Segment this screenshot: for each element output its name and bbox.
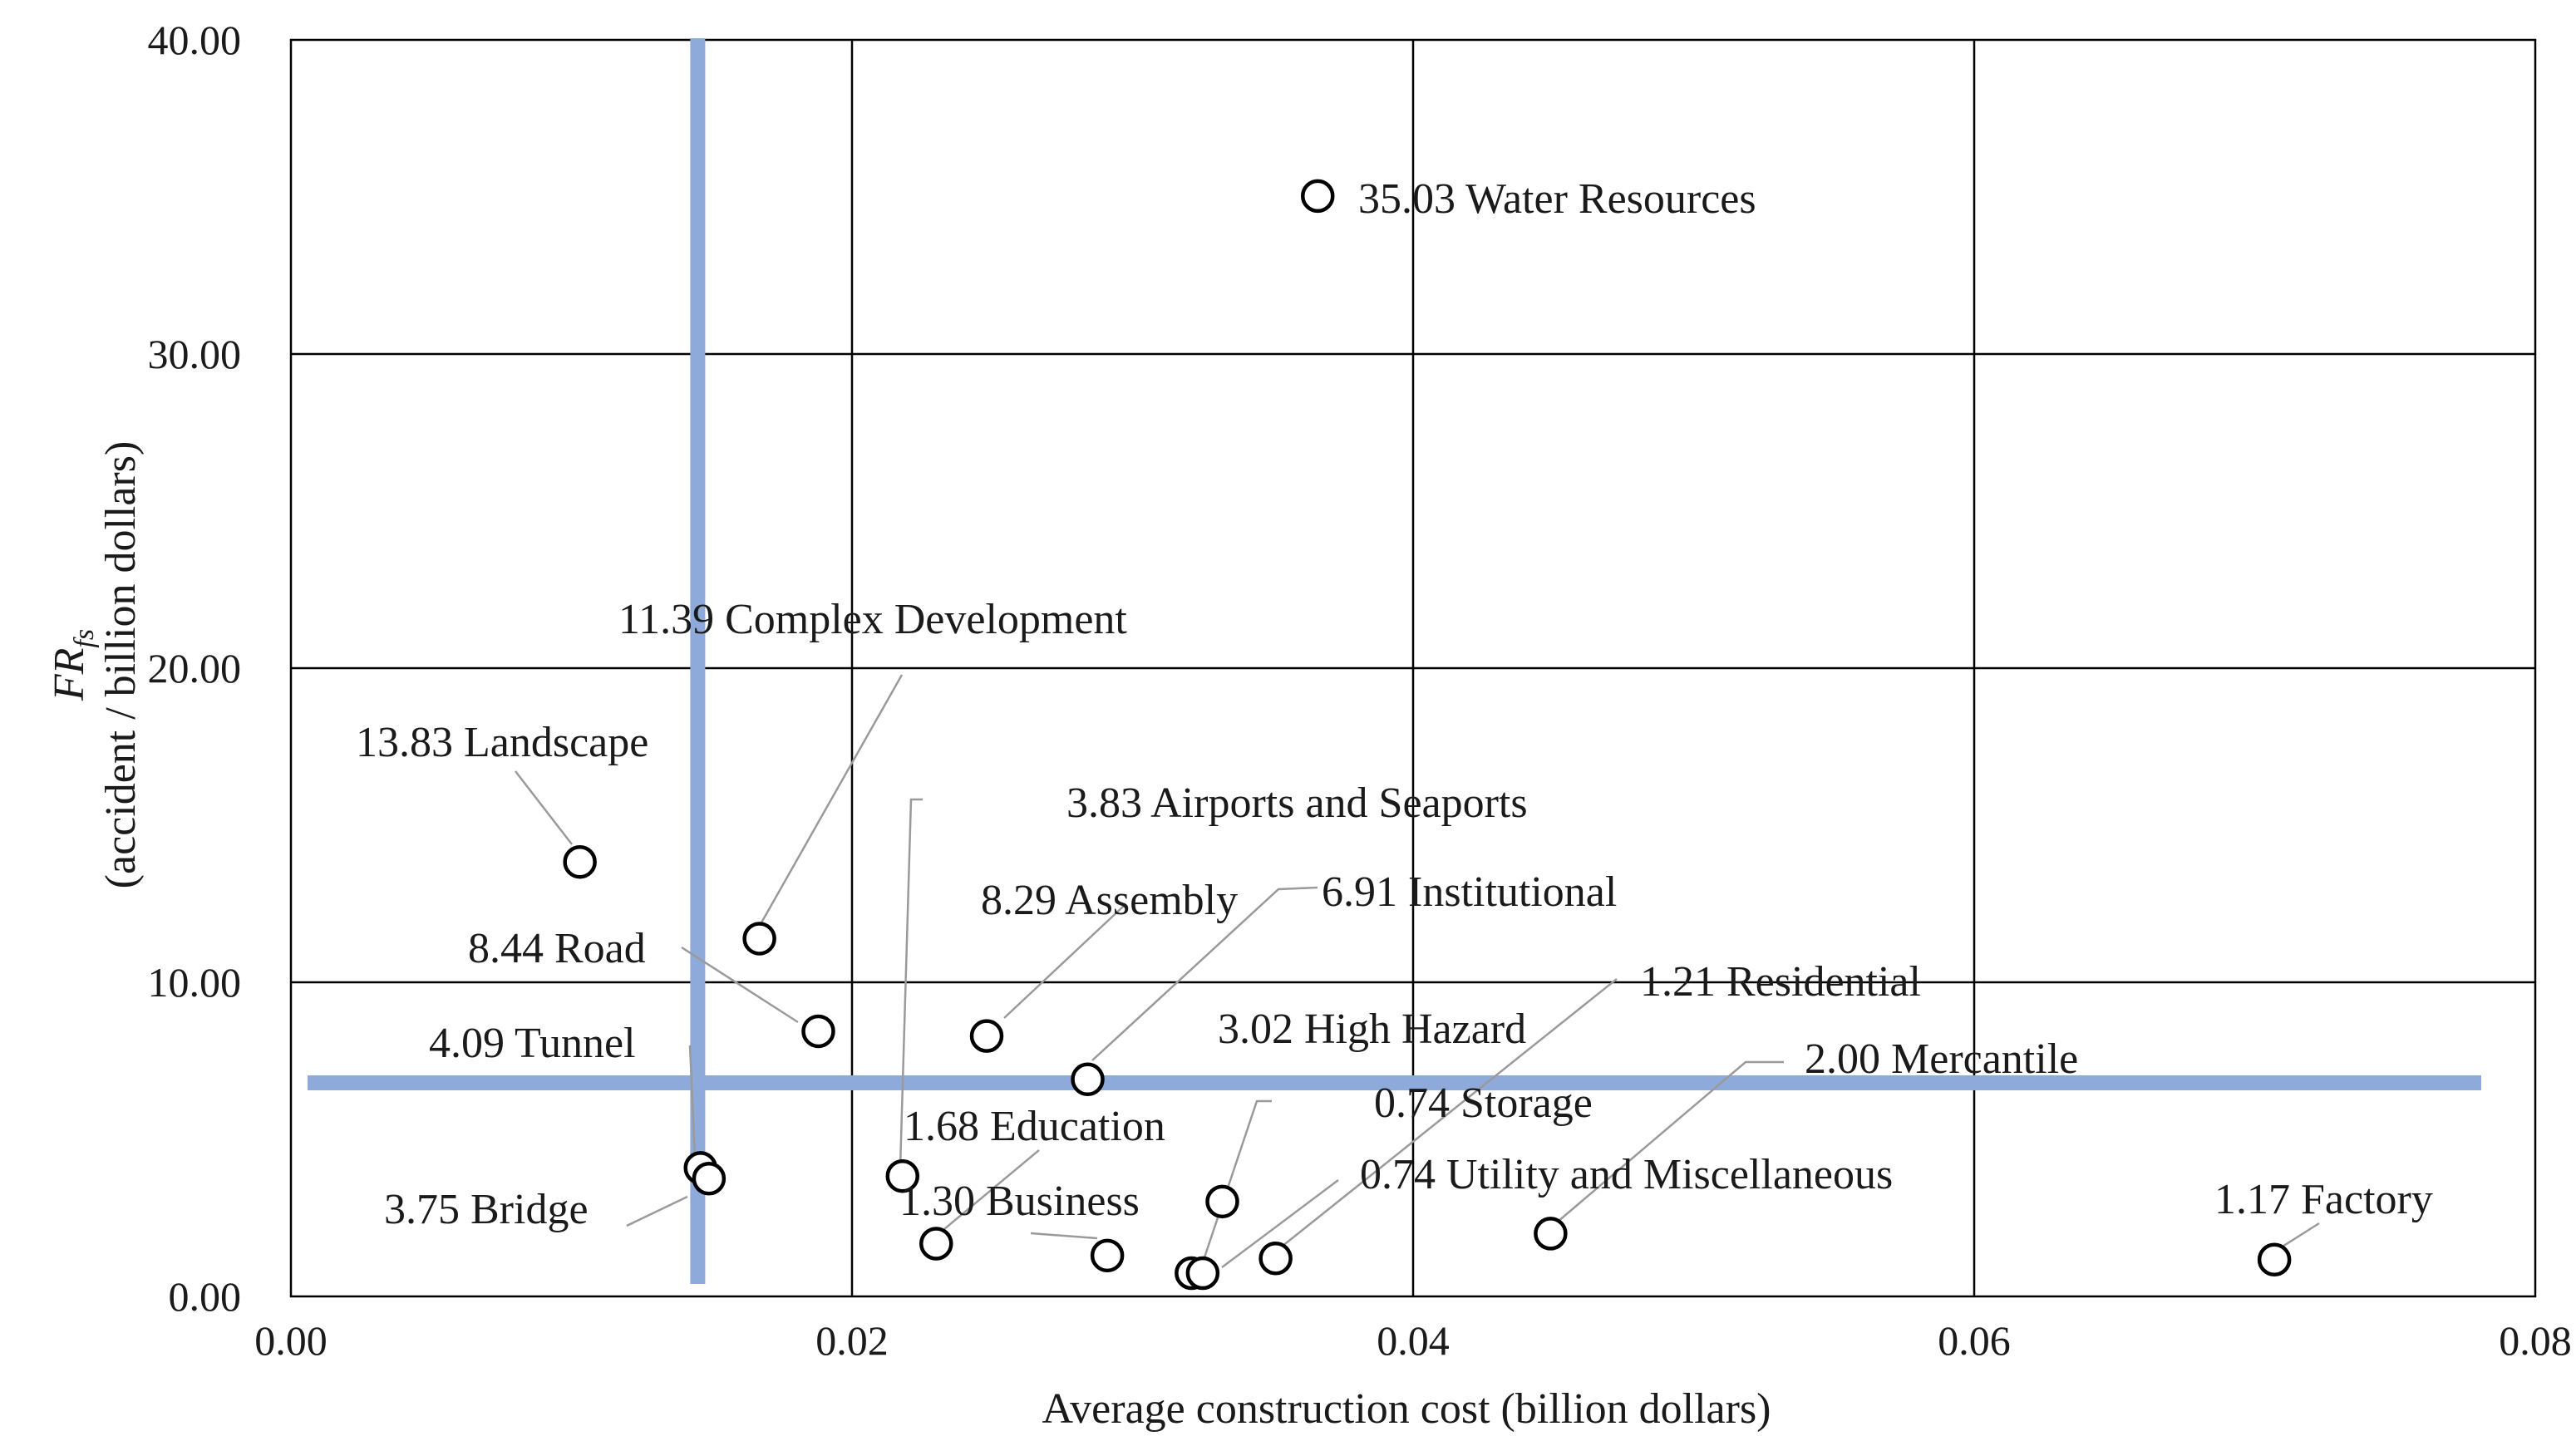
leader-line [1091, 886, 1318, 1061]
tick-labels: 0.00 0.02 0.04 0.06 0.08 0.00 10.00 20.00 30.00 4… [148, 17, 2572, 1364]
data-point [1205, 1184, 1239, 1219]
leader-lines [515, 674, 2320, 1268]
data-point [692, 1162, 727, 1196]
leader-line [938, 1149, 1040, 1234]
leader-line [681, 946, 799, 1024]
data-label: 4.09 Tunnel [429, 1020, 636, 1067]
data-point [1258, 1242, 1293, 1276]
x-axis-label: Average construction cost (billion dolla… [1042, 1385, 1771, 1433]
y-axis-label-sub: fs [69, 629, 100, 648]
x-tick-label: 0.00 [254, 1317, 328, 1364]
data-point [801, 1014, 835, 1049]
data-label: 13.83 Landscape [356, 719, 648, 766]
data-point [1185, 1256, 1220, 1291]
data-point [742, 922, 776, 956]
data-label: 8.29 Assembly [981, 877, 1238, 924]
leader-line [1030, 1232, 1098, 1240]
y-tick-label: 0.00 [169, 1273, 242, 1320]
y-tick-label: 20.00 [148, 645, 242, 691]
data-point [1090, 1238, 1125, 1273]
data-point [885, 1158, 919, 1193]
x-tick-label: 0.04 [1377, 1317, 1450, 1364]
data-label: 6.91 Institutional [1322, 868, 1617, 916]
y-tick-label: 10.00 [148, 959, 242, 1006]
data-label: 1.17 Factory [2214, 1176, 2433, 1223]
leader-line [1221, 1179, 1339, 1268]
data-label: 8.44 Road [468, 925, 646, 972]
data-point [563, 844, 597, 879]
y-tick-label: 30.00 [148, 331, 242, 377]
x-tick-label: 0.08 [2499, 1317, 2572, 1364]
data-label: 0.74 Storage [1374, 1080, 1593, 1127]
leader-line [515, 770, 573, 845]
data-label: 11.39 Complex Development [618, 596, 1127, 643]
data-point [1071, 1062, 1105, 1097]
data-label: 1.68 Education [904, 1103, 1165, 1150]
points [563, 179, 2292, 1291]
grid-layer [289, 38, 2537, 1298]
x-tick-label: 0.06 [1938, 1317, 2011, 1364]
leader-line [626, 1195, 688, 1227]
data-point [1301, 179, 1335, 214]
plot-frame [289, 38, 2537, 1298]
y-tick-label: 40.00 [148, 17, 242, 63]
data-label: 35.03 Water Resources [1358, 175, 1756, 223]
leader-line [1199, 1099, 1272, 1268]
y-axis-label-unit: (accident / billion dollars) [97, 441, 145, 889]
data-point [2257, 1242, 2292, 1277]
data-label: 1.21 Residential [1640, 958, 1921, 1006]
data-point [1534, 1217, 1568, 1251]
data-label: 2.00 Mercantile [1805, 1035, 2078, 1083]
data-label: 3.75 Bridge [384, 1186, 589, 1233]
leader-line [759, 674, 904, 925]
data-point [919, 1227, 953, 1261]
svg-text:FRfs: FRfs [46, 629, 100, 701]
leader-line [1557, 1060, 1784, 1222]
leader-line [1281, 978, 1618, 1247]
leader-line [899, 798, 923, 1168]
y-axis-label-main: FR [46, 648, 93, 702]
data-label: 0.74 Utility and Miscellaneous [1360, 1151, 1893, 1198]
leader-line [688, 1045, 697, 1158]
leader-line [1003, 905, 1125, 1019]
x-tick-label: 0.02 [815, 1317, 889, 1364]
point-labels: 35.03 Water Resources 11.39 Complex Devel… [356, 175, 2433, 1233]
data-label: 1.30 Business [899, 1178, 1140, 1225]
data-label: 3.83 Airports and Seaports [1066, 780, 1528, 827]
y-axis-label: FRfs (accident / billion dollars) [46, 441, 145, 889]
data-label: 3.02 High Hazard [1218, 1006, 1526, 1053]
data-point [969, 1019, 1004, 1053]
reference-lines [308, 38, 2481, 1284]
